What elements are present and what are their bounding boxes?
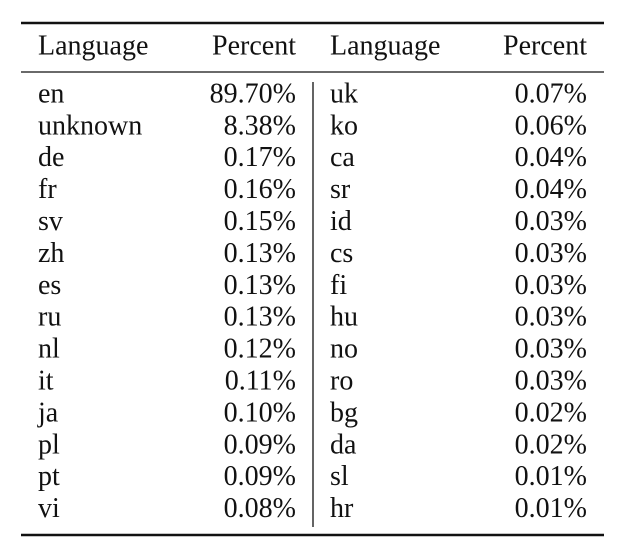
- cell: 0.15%: [224, 206, 296, 237]
- cell: zh: [38, 238, 64, 269]
- cell: nl: [38, 334, 60, 365]
- cell: ro: [330, 366, 353, 397]
- cell: 0.16%: [224, 174, 296, 205]
- cell: da: [330, 429, 357, 460]
- header-cell: Language: [38, 30, 148, 61]
- cell: 0.09%: [224, 461, 296, 492]
- cell: ko: [330, 110, 358, 141]
- cell: 0.02%: [515, 397, 587, 428]
- cell: 0.13%: [224, 270, 296, 301]
- cell: ja: [37, 397, 59, 428]
- cell: 0.03%: [515, 238, 587, 269]
- cell: sr: [330, 174, 351, 205]
- cell: 0.03%: [515, 206, 587, 237]
- cell: 0.02%: [515, 429, 587, 460]
- cell: fr: [38, 174, 57, 205]
- cell: vi: [38, 493, 60, 524]
- cell: 0.17%: [224, 142, 296, 173]
- cell: de: [38, 142, 64, 173]
- cell: unknown: [38, 110, 142, 141]
- cell: ca: [330, 142, 355, 173]
- cell: uk: [330, 78, 358, 109]
- cell: 0.09%: [224, 429, 296, 460]
- cell: 0.11%: [225, 366, 296, 397]
- cell: sl: [330, 461, 349, 492]
- header-cell: Language: [330, 30, 440, 61]
- cell: 0.03%: [515, 302, 587, 333]
- cell: it: [38, 366, 54, 397]
- cell: bg: [330, 397, 358, 428]
- cell: hu: [330, 302, 358, 333]
- cell: 0.10%: [224, 397, 296, 428]
- cell: hr: [330, 493, 354, 524]
- cell: sv: [38, 206, 63, 237]
- cell: id: [330, 206, 352, 237]
- cell: es: [38, 270, 61, 301]
- cell: 0.01%: [515, 461, 587, 492]
- cell: 0.03%: [515, 334, 587, 365]
- cell: 0.04%: [515, 142, 587, 173]
- cell: 0.13%: [224, 238, 296, 269]
- cell: 0.12%: [224, 334, 296, 365]
- cell: cs: [330, 238, 353, 269]
- cell: 0.03%: [515, 270, 587, 301]
- cell: ru: [38, 302, 61, 333]
- cell: pl: [38, 429, 60, 460]
- cell: 0.07%: [515, 78, 587, 109]
- cell: fi: [330, 270, 347, 301]
- header-cell: Percent: [212, 30, 296, 61]
- cell: 0.01%: [515, 493, 587, 524]
- cell: 89.70%: [210, 78, 296, 109]
- cell: 0.06%: [515, 110, 587, 141]
- cell: pt: [38, 461, 60, 492]
- cell: 0.03%: [515, 366, 587, 397]
- cell: 0.04%: [515, 174, 587, 205]
- cell: 0.13%: [224, 302, 296, 333]
- cell: en: [38, 78, 64, 109]
- cell: no: [330, 334, 358, 365]
- header-cell: Percent: [503, 30, 587, 61]
- cell: 0.08%: [224, 493, 296, 524]
- cell: 8.38%: [224, 110, 296, 141]
